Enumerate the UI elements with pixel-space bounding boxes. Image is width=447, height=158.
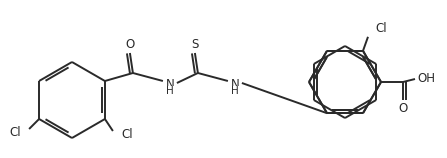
Text: OH: OH [417, 72, 435, 85]
Text: O: O [125, 37, 135, 51]
Text: Cl: Cl [9, 127, 21, 140]
Text: S: S [191, 37, 198, 51]
Text: N: N [165, 79, 174, 91]
Text: H: H [231, 86, 239, 96]
Text: H: H [166, 86, 174, 96]
Text: N: N [231, 79, 239, 91]
Text: Cl: Cl [121, 128, 132, 142]
Text: O: O [398, 101, 408, 115]
Text: Cl: Cl [375, 22, 387, 35]
